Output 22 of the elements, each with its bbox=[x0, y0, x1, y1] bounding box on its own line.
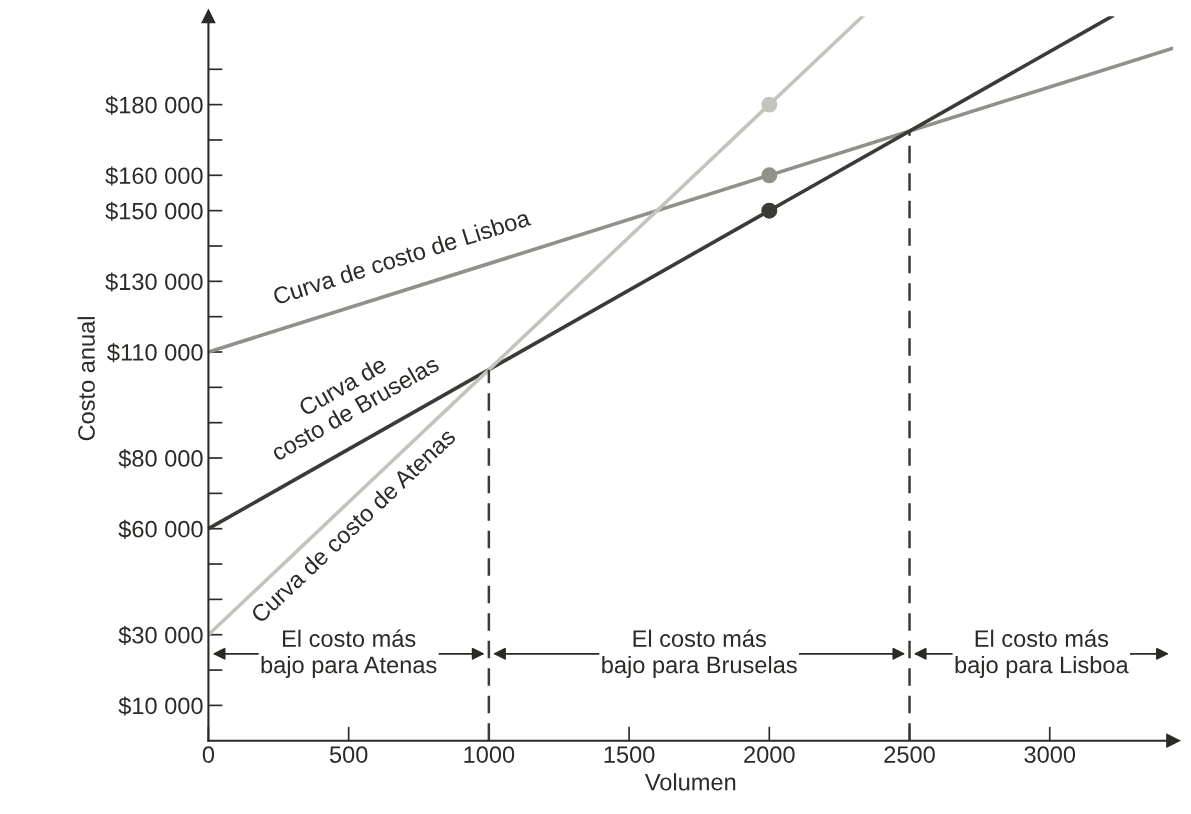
y-tick-label: $60 000 bbox=[118, 519, 203, 539]
annotation: El costo más bajo para Atenas bbox=[261, 629, 437, 678]
x-tick-label: 500 bbox=[329, 746, 368, 763]
y-tick-label: $80 000 bbox=[118, 449, 203, 469]
annotation: El costo más bajo para Lisboa bbox=[955, 629, 1129, 678]
x-tick-label: 2000 bbox=[744, 746, 795, 763]
x-tick-label: 3000 bbox=[1024, 746, 1076, 763]
y-tick-label: $110 000 bbox=[107, 343, 203, 363]
y-axis-title: Costo anual bbox=[77, 317, 95, 441]
y-tick-label: $150 000 bbox=[105, 201, 203, 221]
y-tick-label: $180 000 bbox=[105, 95, 203, 115]
x-tick-label: 0 bbox=[202, 746, 215, 763]
x-tick-label: 1500 bbox=[604, 746, 655, 763]
y-tick-label: $130 000 bbox=[105, 272, 203, 292]
x-tick-label: 2500 bbox=[884, 746, 935, 763]
y-tick-label: $10 000 bbox=[118, 696, 203, 716]
y-tick-label: $160 000 bbox=[105, 166, 203, 186]
y-tick-label: $30 000 bbox=[118, 625, 203, 645]
x-axis-title: Volumen bbox=[644, 773, 736, 791]
annotation: El costo más bajo para Bruselas bbox=[602, 629, 797, 678]
x-tick-label: 1000 bbox=[464, 746, 515, 763]
text: Curva de costo de Lisboa bbox=[272, 208, 532, 306]
